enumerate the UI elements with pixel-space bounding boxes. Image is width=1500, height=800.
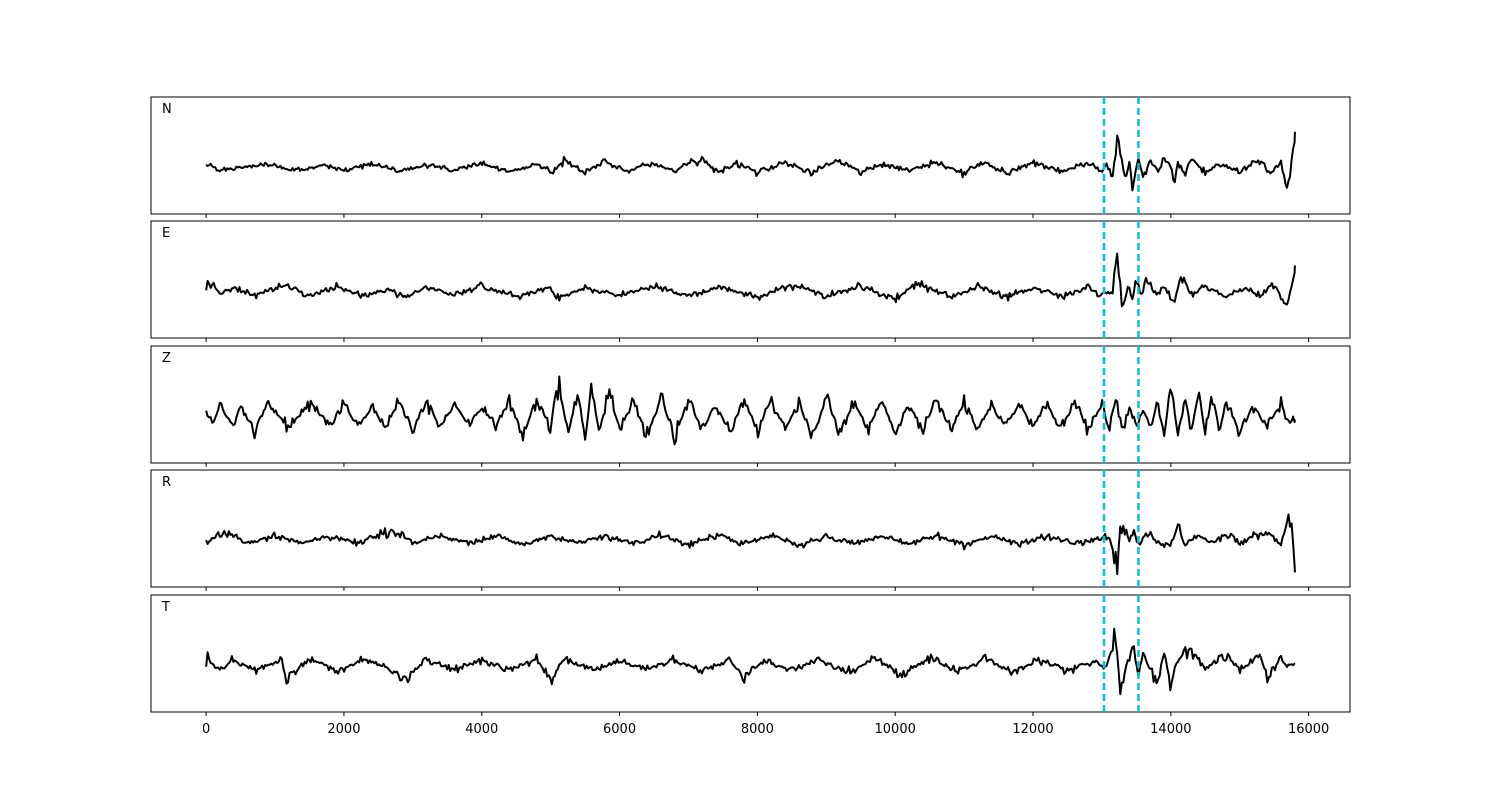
panel-r: R bbox=[150, 469, 1351, 591]
x-tick-label: 4000 bbox=[465, 722, 498, 737]
panel-e: E bbox=[150, 220, 1351, 342]
panel-frame bbox=[150, 594, 1351, 713]
panel-label: Z bbox=[162, 351, 171, 366]
x-tick-label: 0 bbox=[202, 722, 210, 737]
x-tick-label: 8000 bbox=[741, 722, 774, 737]
trace-t bbox=[205, 627, 1296, 696]
x-tick-label: 14000 bbox=[1150, 722, 1191, 737]
trace-panels: N E Z R T bbox=[150, 96, 1351, 716]
x-tick-label: 12000 bbox=[1012, 722, 1053, 737]
trace-n bbox=[205, 131, 1296, 192]
panel-frame bbox=[150, 220, 1351, 339]
panel-label: T bbox=[161, 600, 170, 615]
trace-r bbox=[205, 513, 1296, 576]
panel-label: N bbox=[162, 102, 172, 117]
x-tick-label: 10000 bbox=[875, 722, 916, 737]
panel-frame bbox=[150, 96, 1351, 215]
panel-frame bbox=[150, 469, 1351, 588]
panel-n: N bbox=[150, 96, 1351, 218]
x-tick-label: 2000 bbox=[327, 722, 360, 737]
panel-frame bbox=[150, 345, 1351, 464]
panel-z: Z bbox=[150, 345, 1351, 467]
x-axis: 0 2000 4000 6000 8000 10000 12000 14000 16000 bbox=[202, 722, 1329, 737]
x-tick-label: 16000 bbox=[1288, 722, 1329, 737]
panel-t: T bbox=[150, 594, 1351, 716]
x-tick-label: 6000 bbox=[603, 722, 636, 737]
panel-label: E bbox=[162, 226, 170, 241]
panel-label: R bbox=[162, 475, 171, 490]
trace-e bbox=[205, 252, 1296, 308]
trace-z bbox=[205, 375, 1296, 446]
